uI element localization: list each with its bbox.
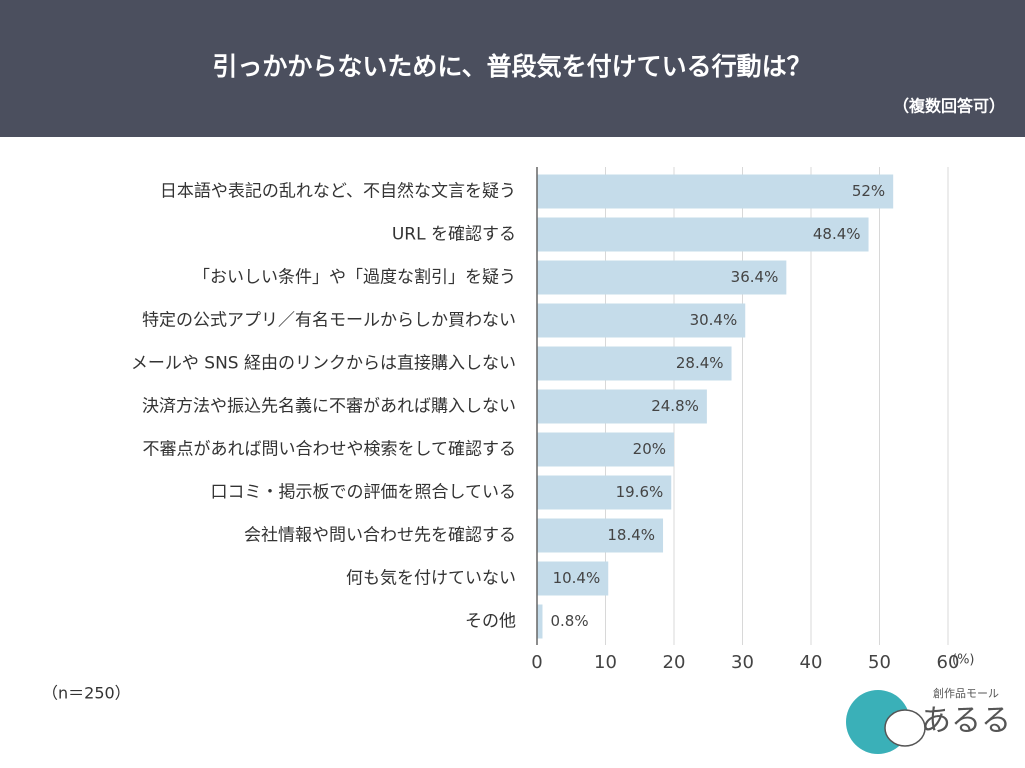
chart-subtitle: （複数回答可） [893, 97, 1005, 116]
x-tick-label: 20 [663, 652, 686, 673]
x-tick-label: 10 [594, 652, 617, 673]
header-band [0, 0, 1025, 137]
value-label: 48.4% [813, 225, 861, 243]
bar [537, 604, 543, 639]
bar [537, 174, 894, 209]
value-label: 30.4% [690, 311, 738, 329]
bar [537, 475, 672, 510]
value-label: 20% [633, 440, 666, 458]
y-tick-label: 日本語や表記の乱れなど、不自然な文言を疑う [160, 182, 516, 202]
value-label: 19.6% [616, 483, 664, 501]
value-label: 36.4% [731, 268, 779, 286]
bar [537, 260, 787, 295]
y-tick-label: 決済方法や振込先名義に不審があれば購入しない [142, 397, 516, 417]
x-tick-label: 50 [868, 652, 891, 673]
y-tick-label: 「おいしい条件」や「過度な割引」を疑う [193, 268, 516, 288]
x-tick-label: 0 [531, 652, 542, 673]
sample-note: （n＝250） [42, 684, 131, 703]
bar [537, 217, 869, 252]
y-tick-label: その他 [465, 612, 516, 632]
y-tick-label: 特定の公式アプリ／有名モールからしか買わない [142, 311, 516, 331]
value-label: 28.4% [676, 354, 724, 372]
value-label: 52% [852, 182, 885, 200]
value-label: 18.4% [607, 526, 655, 544]
logo-tagline: 創作品モール [933, 686, 999, 700]
bar [537, 561, 609, 596]
value-label: 10.4% [553, 569, 601, 587]
x-tick-label: 60 [937, 652, 960, 673]
bar [537, 432, 674, 467]
bar [537, 303, 746, 338]
bar [537, 389, 707, 424]
y-tick-label: メールや SNS 経由のリンクからは直接購入しない [131, 354, 516, 374]
x-tick-label: 30 [731, 652, 754, 673]
y-tick-label: 口コミ・掲示板での評価を照合している [211, 483, 517, 503]
value-label: 0.8% [550, 612, 588, 630]
x-tick-label: 40 [800, 652, 823, 673]
value-label: 24.8% [651, 397, 699, 415]
logo-name: あるる [921, 704, 1011, 739]
bar [537, 518, 664, 553]
y-tick-label: 何も気を付けていない [346, 569, 516, 589]
x-unit: (%) [952, 653, 975, 668]
chart-title: 引っかからないために、普段気を付けている行動は？ [212, 52, 811, 81]
logo: 創作品モール あるる [846, 686, 1011, 754]
logo-rabbit [884, 709, 926, 747]
bar [537, 346, 732, 381]
y-tick-label: 会社情報や問い合わせ先を確認する [244, 526, 516, 546]
y-tick-label: 不審点があれば問い合わせや検索をして確認する [143, 440, 517, 460]
y-tick-label: URL を確認する [392, 225, 516, 245]
